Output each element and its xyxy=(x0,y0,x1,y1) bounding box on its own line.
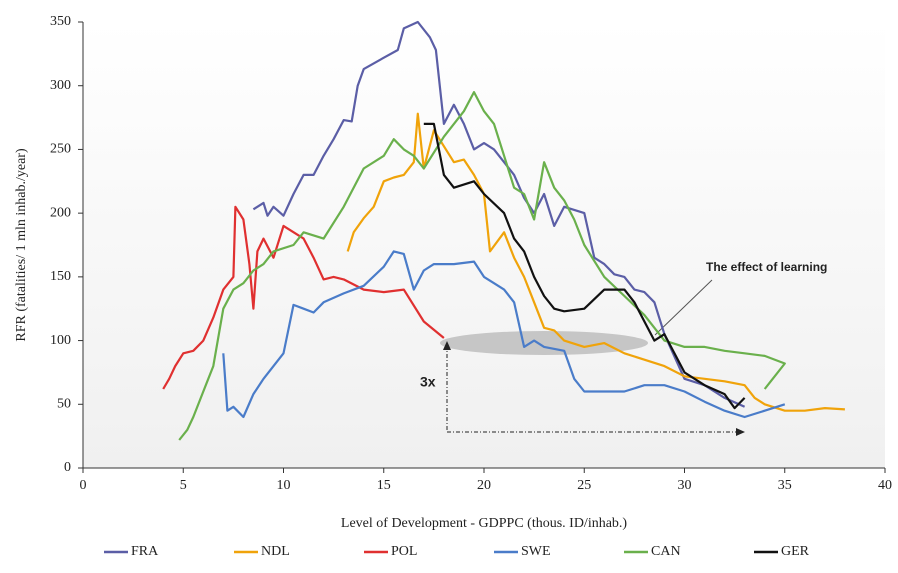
y-tick-label: 200 xyxy=(50,205,71,220)
legend-label: CAN xyxy=(651,544,681,559)
x-tick-label: 0 xyxy=(80,478,87,493)
x-tick-label: 5 xyxy=(180,478,187,493)
legend-label: SWE xyxy=(521,544,551,559)
callout-line xyxy=(654,279,713,336)
x-tick-label: 35 xyxy=(778,478,792,493)
series-line xyxy=(252,20,746,408)
series-line xyxy=(178,91,786,441)
legend-label: GER xyxy=(781,544,810,559)
x-tick-label: 30 xyxy=(678,478,692,493)
x-tick-label: 15 xyxy=(377,478,391,493)
y-axis-label: RFR (fatalities/ 1 mln inhab./year) xyxy=(14,148,29,342)
x-tick-label: 40 xyxy=(878,478,892,493)
x-tick-label: 10 xyxy=(277,478,291,493)
learning-ellipse xyxy=(440,331,648,355)
arrow-head xyxy=(736,428,745,436)
series-line xyxy=(346,112,845,412)
series-line xyxy=(222,250,786,419)
x-tick-label: 20 xyxy=(477,478,491,493)
series-line xyxy=(162,205,445,390)
x-axis-label: Level of Development - GDPPC (thous. ID/… xyxy=(341,516,628,531)
y-tick-label: 300 xyxy=(50,78,71,93)
y-tick-label: 0 xyxy=(64,460,71,475)
legend-label: NDL xyxy=(261,544,290,559)
plot-area xyxy=(83,22,885,468)
series-line xyxy=(423,122,746,410)
y-tick-label: 100 xyxy=(50,333,71,348)
y-tick-label: 250 xyxy=(50,142,71,157)
legend-label: POL xyxy=(391,544,417,559)
annotation: The effect of learning xyxy=(706,260,827,274)
y-tick-label: 350 xyxy=(50,14,71,29)
y-tick-label: 50 xyxy=(57,397,71,412)
x-tick-label: 25 xyxy=(577,478,591,493)
y-tick-label: 150 xyxy=(50,269,71,284)
annotation: 3x xyxy=(420,374,436,390)
legend-label: FRA xyxy=(131,544,159,559)
arrow-head xyxy=(443,341,451,350)
